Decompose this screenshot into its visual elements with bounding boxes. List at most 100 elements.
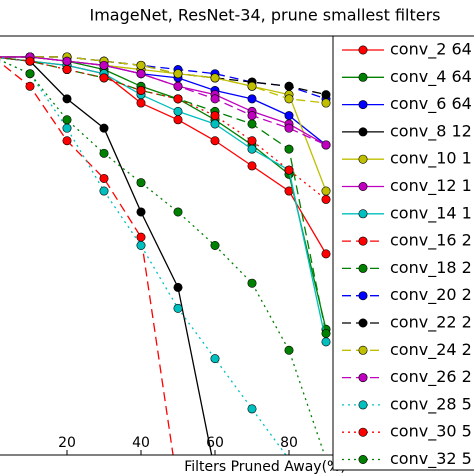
data-point [321, 328, 331, 338]
data-point [284, 345, 294, 355]
legend-marker [358, 291, 368, 301]
x-tick-label: 40 [132, 435, 150, 451]
legend-label: conv_16 2 [390, 231, 472, 251]
legend-label: conv_10 1 [390, 149, 472, 169]
series-line [0, 59, 326, 455]
data-point [247, 111, 257, 121]
series-line [0, 56, 327, 330]
data-point [210, 111, 220, 121]
legend-marker [358, 318, 368, 328]
series-line [0, 57, 327, 255]
series-line [0, 57, 213, 455]
data-point [136, 207, 146, 217]
legend-label: conv_18 2 [390, 258, 472, 278]
data-point [136, 69, 146, 79]
legend-label: conv_28 5 [390, 394, 472, 414]
legend-marker [358, 209, 368, 219]
plot-frame [0, 35, 474, 456]
legend-marker [358, 127, 368, 137]
legend-label: conv_22 2 [390, 313, 472, 333]
data-point [62, 65, 72, 75]
data-point [136, 60, 146, 70]
data-point [25, 69, 35, 79]
data-point [284, 111, 294, 121]
legend-label: conv_8 12 [390, 121, 472, 141]
data-point [99, 60, 109, 70]
data-point [62, 94, 72, 104]
data-point [99, 186, 109, 196]
legend-marker [358, 236, 368, 246]
legend-marker [358, 72, 368, 82]
data-point [173, 94, 183, 104]
data-point [321, 337, 331, 347]
data-point [136, 178, 146, 188]
legend-label: conv_32 5 [390, 449, 472, 469]
data-point [173, 282, 183, 292]
series-line [0, 57, 327, 343]
data-point [284, 81, 294, 91]
legend-marker [358, 454, 368, 464]
legend-box [332, 35, 474, 471]
data-point [321, 194, 331, 204]
legend-marker [358, 373, 368, 383]
legend-label: conv_4 64 [390, 67, 472, 87]
legend-marker [358, 263, 368, 273]
legend-label: conv_24 2 [390, 340, 472, 360]
data-point [99, 173, 109, 183]
legend-marker [358, 182, 368, 192]
data-point [321, 98, 331, 108]
data-point [25, 81, 35, 91]
data-point [210, 119, 220, 129]
data-point [136, 98, 146, 108]
data-point [210, 94, 220, 104]
legend-label: conv_20 2 [390, 285, 472, 305]
data-point [210, 354, 220, 364]
series-line [0, 57, 327, 200]
data-point [210, 73, 220, 83]
legend-marker [358, 400, 368, 410]
data-point [321, 140, 331, 150]
series-line [0, 56, 327, 146]
data-point [99, 148, 109, 158]
data-point [247, 119, 257, 129]
chart-title: ImageNet, ResNet-34, prune smallest filt… [90, 6, 441, 25]
legend-label: conv_30 5 [390, 422, 472, 442]
legend-label: conv_12 1 [390, 176, 472, 196]
data-point [247, 94, 257, 104]
data-point [136, 85, 146, 95]
data-point [136, 241, 146, 251]
data-point [99, 123, 109, 133]
data-point [62, 136, 72, 146]
data-point [321, 186, 331, 196]
legend-marker [358, 100, 368, 110]
data-point [62, 115, 72, 125]
data-point [173, 106, 183, 116]
legend-label: conv_6 64 [390, 94, 472, 114]
data-point [62, 56, 72, 66]
x-axis-label: Filters Pruned Away(%) [184, 459, 346, 474]
plot-area [0, 52, 331, 455]
data-point [25, 56, 35, 66]
legend-marker [358, 154, 368, 164]
x-tick-label: 20 [58, 435, 76, 451]
data-point [173, 303, 183, 313]
data-point [62, 123, 72, 133]
data-point [210, 241, 220, 251]
data-point [247, 136, 257, 146]
data-point [136, 232, 146, 242]
series-line [0, 57, 327, 334]
legend-label: conv_26 2 [390, 367, 472, 387]
data-point [321, 249, 331, 259]
legend-marker [358, 45, 368, 55]
data-point [284, 144, 294, 154]
data-point [284, 94, 294, 104]
data-point [173, 81, 183, 91]
data-point [284, 165, 294, 175]
data-point [321, 90, 331, 100]
data-point [247, 278, 257, 288]
series-line [0, 61, 174, 455]
legend-marker [358, 427, 368, 437]
data-point [99, 73, 109, 83]
series-line [0, 56, 327, 104]
